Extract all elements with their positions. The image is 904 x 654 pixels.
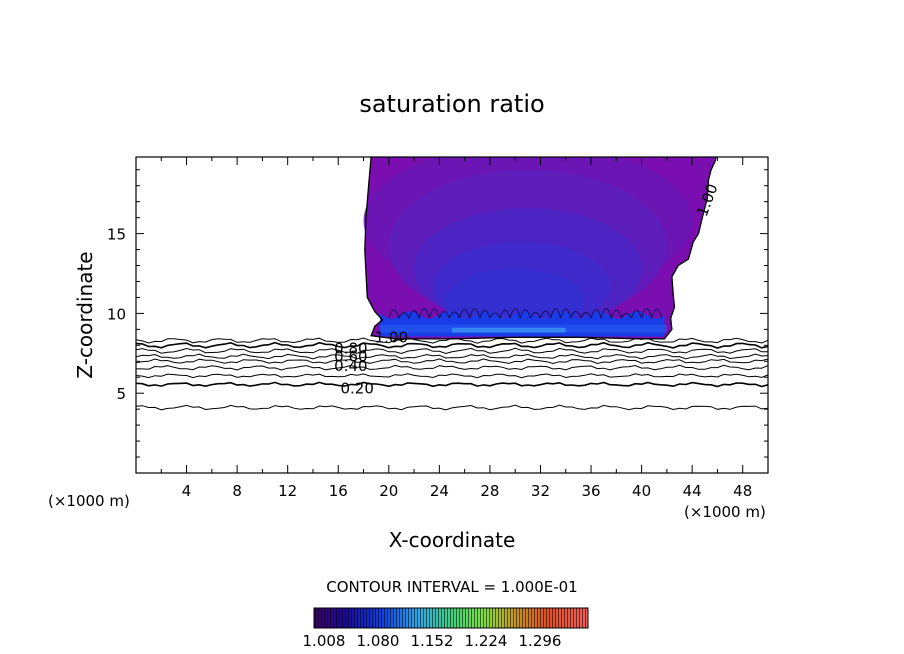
cloud-scallop <box>459 308 471 319</box>
x-tick-label: 8 <box>232 482 242 500</box>
cloud-scallop <box>539 310 552 319</box>
x-tick-label: 40 <box>632 482 651 500</box>
contour-line-1.00 <box>364 157 717 340</box>
contour-line <box>136 373 768 379</box>
x-tick-label: 36 <box>581 482 600 500</box>
colorbar-label: 1.152 <box>411 632 454 650</box>
contour-line <box>136 353 768 360</box>
cloud-scallop <box>630 309 643 319</box>
contour-label: 0.60 <box>334 347 367 365</box>
colorbar-labels: 1.008 1.080 1.152 1.224 1.296 <box>303 632 562 650</box>
x-tick-label: 44 <box>683 482 702 500</box>
x-axis-label: X-coordinate <box>389 528 516 552</box>
y-axis-label: Z-coordinate <box>73 251 97 378</box>
colorbar-label: 1.224 <box>465 632 508 650</box>
cloud-scallop <box>469 308 481 319</box>
y-axis-ticks: 5 10 15 <box>107 169 768 458</box>
contour-line <box>136 364 768 371</box>
cloud-fill-region <box>363 157 717 340</box>
colorbar-frame <box>313 607 589 629</box>
cloud-scallop <box>499 309 511 319</box>
cloud-scallop <box>651 308 663 319</box>
cloud-scallop <box>570 310 582 319</box>
contour-line <box>136 404 768 411</box>
x-tick-label: 4 <box>182 482 192 500</box>
cloud-base-inner <box>379 324 667 333</box>
cloud-scallop <box>479 309 491 319</box>
plot-area <box>136 157 768 411</box>
colorbar-label: 1.080 <box>357 632 400 650</box>
cloud-scallop <box>448 311 461 319</box>
y-tick-label: 15 <box>107 226 126 244</box>
cloud-scallop <box>398 312 410 319</box>
contour-interval-note: CONTOUR INTERVAL = 1.000E-01 <box>326 578 577 596</box>
x-tick-label: 24 <box>430 482 449 500</box>
contour-label: 0.20 <box>340 379 373 397</box>
x-unit-left: (×1000 m) <box>48 492 130 510</box>
y-tick-label: 5 <box>116 385 126 403</box>
cloud-scallop <box>428 308 440 319</box>
colorbar: 1.008 1.080 1.152 1.224 1.296 <box>303 607 589 650</box>
contour-line <box>136 337 768 344</box>
chart-title: saturation ratio <box>359 90 544 118</box>
cloud-scallop <box>529 311 542 319</box>
cloud-scallop <box>610 309 622 319</box>
contour-label: 0.80 <box>334 340 367 358</box>
x-tick-label: 28 <box>480 482 499 500</box>
cloud-scallop <box>620 312 633 319</box>
x-tick-label: 48 <box>733 482 752 500</box>
cloud-scallop <box>418 308 430 319</box>
cloud-scallop <box>580 311 592 319</box>
contour-label: 1.00 <box>375 328 408 346</box>
x-tick-label: 20 <box>379 482 398 500</box>
y-tick-label: 10 <box>107 305 126 323</box>
x-tick-label: 12 <box>278 482 297 500</box>
contour-line <box>136 347 768 355</box>
x-tick-label: 32 <box>531 482 550 500</box>
cloud-scallop <box>641 308 653 319</box>
cloud-scallop <box>519 309 531 319</box>
cloud-scallop <box>600 308 612 319</box>
contour-lines <box>136 337 768 411</box>
cloud-scallop <box>438 311 451 319</box>
cloud-scallop <box>590 308 602 319</box>
contour-line <box>136 381 768 388</box>
x-unit-right: (×1000 m) <box>684 503 766 521</box>
cloud-scallop <box>408 310 420 319</box>
cloud-scallop <box>560 308 572 319</box>
colorbar-label: 1.296 <box>519 632 562 650</box>
contour-line <box>136 341 768 349</box>
cloud-scallop <box>489 312 501 319</box>
x-axis-ticks: 4 8 12 16 20 24 28 32 36 40 44 48 <box>160 157 752 500</box>
cloud-scallop <box>550 308 562 319</box>
cloud-scallop <box>509 308 521 319</box>
contour-line <box>136 358 768 365</box>
x-tick-label: 16 <box>329 482 348 500</box>
plot-frame <box>135 156 769 474</box>
colorbar-label: 1.008 <box>303 632 346 650</box>
contour-label: 0.40 <box>334 357 367 375</box>
cloud-scallop <box>388 309 400 319</box>
colorbar-stripes <box>314 608 588 628</box>
